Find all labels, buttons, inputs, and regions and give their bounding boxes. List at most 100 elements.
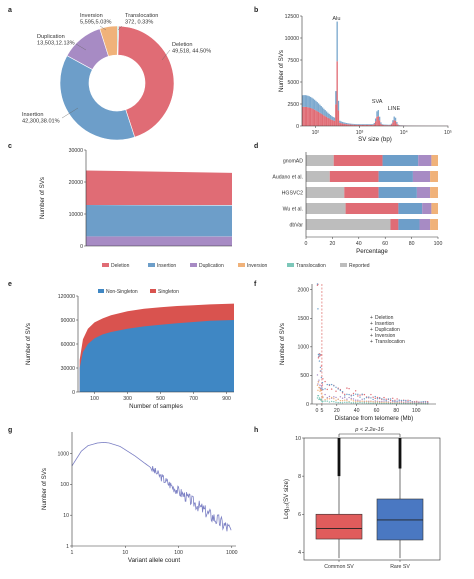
y-tick-label: 20000 [69,180,84,186]
size-bar-insertion [309,96,312,108]
scatter-point-insertion [424,401,427,403]
size-bar-insertion [380,122,382,124]
box-rare-sv [376,498,424,541]
scatter-point-deletion [376,396,379,399]
size-bar-insertion [317,103,320,112]
size-bar-deletion [385,125,387,126]
pie-label-deletion: Deletion 49,518, 44.50% [172,42,211,55]
size-bar-deletion [336,61,338,127]
scatter-point-insertion [398,399,400,401]
scatter-point-duplication [344,396,346,399]
scatter-point-duplication [326,397,328,399]
size-bar-insertion [365,124,368,125]
scatter-point-duplication [350,397,352,400]
scatter-point-inversion [333,398,335,400]
pct-bar-inversion [430,219,438,230]
scatter-point-inversion [385,401,387,403]
scatter-point-deletion [346,387,348,389]
scatter-point-insertion [330,383,333,386]
legend-swatch-deletion [102,263,109,267]
pct-bar-insertion [398,219,420,230]
scatter-point-inversion [322,396,324,398]
scatter-point-insertion [341,391,344,393]
area-non-singleton [79,320,235,392]
scatter-point-insertion [370,397,372,399]
size-bar-insertion [313,99,316,110]
size-bar-insertion [357,124,360,125]
size-bar-insertion [361,124,364,125]
scatter-point-duplication [361,398,363,401]
scatter-point-insertion [333,385,335,387]
size-bar-deletion [348,124,350,126]
scatter-point-deletion [326,388,328,391]
x-tick-label: 0 [305,241,308,247]
y-tick-label: 8 [298,474,301,480]
size-bar-insertion [336,21,338,62]
size-bar-insertion [394,117,397,121]
scatter-point-insertion [318,355,320,357]
category-label: gnomAD [283,159,303,165]
panel-label-f: f [254,281,257,288]
x-tick-label: 700 [189,396,198,402]
pie-label-duplication: Duplication 13,503,12.13% [37,34,75,47]
y-tick-label: 1 [66,544,69,550]
x-tick-label: 40 [354,408,360,414]
scatter-point-translocation [339,401,342,404]
legend-marker: + [370,321,373,327]
x-tick-label: 500 [156,396,165,402]
scatter-point-deletion [383,396,385,399]
size-bar-insertion [369,124,371,125]
size-bar-deletion [396,123,398,126]
x-tick-label: 60 [382,241,388,247]
y-tick-label: 30000 [61,366,76,372]
scatter-point-insertion [322,388,324,391]
size-bar-deletion [369,124,371,126]
scatter-point-inversion [320,393,323,395]
legend-label-deletion: Deletion [375,315,394,321]
size-bar-deletion [376,116,378,126]
size-bar-insertion [320,106,322,114]
size-bar-insertion [384,124,386,126]
scatter-point-duplication [346,398,348,400]
legend-label-deletion: Deletion [111,263,130,269]
size-bar-deletion [335,104,337,126]
scatter-point-insertion [348,393,350,396]
size-bar-deletion [305,107,308,126]
size-bar-deletion [373,124,375,126]
size-bar-deletion [329,119,332,126]
area-layer-insertion [86,205,232,237]
pie-label-translocation: Translocation 372, 0.33% [125,13,158,26]
y-tick-label: 1500 [297,316,309,322]
scatter-point-insertion [328,383,331,386]
size-bar-deletion [381,124,383,126]
size-bar-deletion [313,109,316,126]
size-bar-insertion [351,123,353,125]
legend-label-duplication: Duplication [375,327,400,333]
size-bar-insertion [372,124,374,125]
size-bar-deletion [370,124,373,126]
scatter-point-inversion [326,398,328,400]
pct-bar-reported [306,203,346,214]
scatter-point-insertion [320,370,322,372]
scatter-point-duplication [328,395,331,398]
panel-label-b: b [254,7,258,14]
size-bar-insertion [352,123,354,125]
size-bar-deletion [378,120,381,126]
scatter-point-inversion [341,400,344,402]
y-tick-label: 0 [306,402,309,408]
x-tick-label: 100 [90,396,99,402]
pct-bar-inversion [431,155,438,166]
x-axis-title: Number of samples [129,403,183,410]
pct-bar-reported [306,155,334,166]
y-tick-label: 5000 [287,80,299,86]
scatter-point-translocation [341,402,344,404]
scatter-point-deletion [392,397,394,400]
scatter-point-deletion [354,390,357,392]
scatter-point-insertion [405,399,407,402]
x-axis-title: Distance from telomere (Mb) [335,415,413,422]
category-label: Audano et al. [272,175,303,181]
pie-leader-line [75,43,87,51]
x-axis-title: SV size (bp) [358,136,392,143]
scatter-point-insertion [357,393,359,396]
scatter-point-insertion [319,353,321,356]
